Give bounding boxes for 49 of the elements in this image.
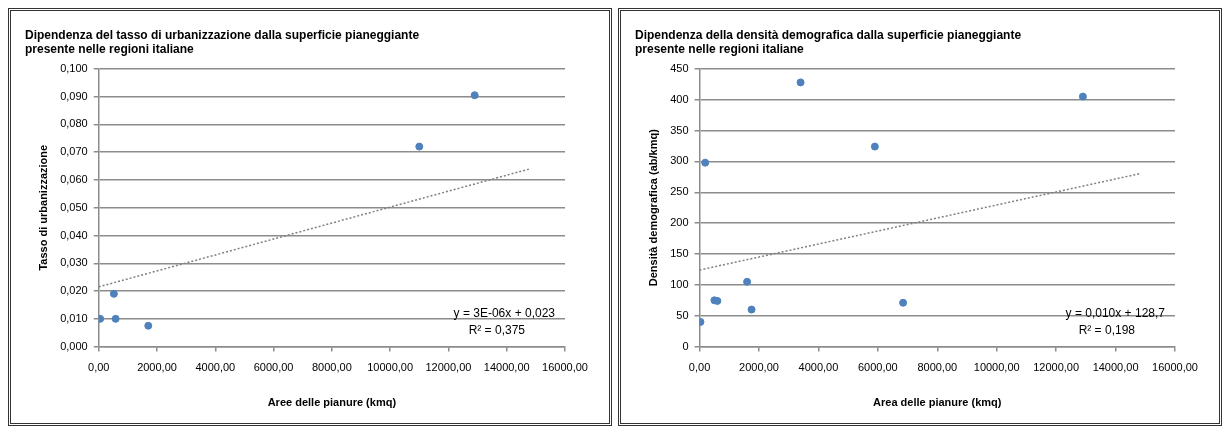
y-tick-label: 0,000 (60, 339, 88, 352)
x-tick-label: 6000,00 (253, 361, 294, 374)
x-tick-label: 4000,00 (195, 361, 236, 374)
y-tick-label: 0,080 (60, 117, 88, 130)
y-tick-label: 0,090 (60, 89, 88, 102)
y-tick-label: 0,040 (60, 228, 88, 241)
chart-title: Dipendenza del tasso di urbanizzazione dalla superficie pianeggiante presente nelle regioni italiane (25, 27, 420, 56)
x-tick-label: 0,00 (88, 361, 110, 374)
x-axis-title: Area delle pianure (kmq) (873, 396, 1002, 409)
x-tick-label: 10000,00 (973, 361, 1020, 374)
y-tick-label: 0,030 (60, 256, 88, 269)
x-tick-label: 14000,00 (483, 361, 530, 374)
x-tick-label: 12000,00 (1033, 361, 1080, 374)
y-tick-label: 50 (676, 308, 689, 321)
y-axis-title: Densità demografica (ab/kmq) (646, 128, 659, 287)
x-tick-label: 6000,00 (857, 361, 898, 374)
x-tick-label: 8000,00 (311, 361, 352, 374)
x-tick-label: 4000,00 (798, 361, 839, 374)
y-tick-label: 0,060 (60, 172, 88, 185)
y-tick-label: 300 (670, 154, 689, 167)
annotation: R² = 0,198 (1078, 322, 1136, 337)
y-tick-label: 100 (670, 277, 689, 290)
annotation: R² = 0,375 (468, 322, 526, 337)
y-tick-label: 450 (670, 61, 689, 74)
annotation: y = 3E-06x + 0,023 (453, 305, 556, 320)
y-tick-label: 150 (670, 247, 689, 260)
x-tick-label: 16000,00 (542, 361, 588, 374)
x-axis-title: Aree delle pianure (kmq) (267, 396, 397, 409)
y-tick-label: 0,100 (60, 61, 88, 74)
y-tick-label: 200 (670, 216, 689, 229)
y-tick-label: 250 (670, 185, 689, 198)
y-tick-label: 350 (670, 123, 689, 136)
x-tick-label: 12000,00 (425, 361, 472, 374)
x-tick-label: 10000,00 (367, 361, 414, 374)
y-axis-title: Tasso di urbanizzazione (36, 144, 49, 271)
x-tick-label: 16000,00 (1152, 361, 1198, 374)
y-tick-label: 0 (682, 339, 689, 352)
chart-title: Dipendenza della densità demografica dalla superficie pianeggiante presente nelle regioni italiane (635, 27, 1022, 56)
y-tick-label: 400 (670, 92, 689, 105)
y-tick-label: 0,020 (60, 284, 88, 297)
x-tick-label: 14000,00 (1092, 361, 1139, 374)
x-tick-label: 2000,00 (739, 361, 779, 374)
x-tick-label: 2000,00 (137, 361, 177, 374)
y-tick-label: 0,050 (60, 200, 88, 213)
x-tick-label: 8000,00 (917, 361, 958, 374)
y-tick-label: 0,010 (60, 311, 88, 324)
x-tick-label: 0,00 (688, 361, 711, 374)
annotation: y = 0,010x + 128,7 (1065, 305, 1166, 320)
y-tick-label: 0,070 (60, 145, 88, 158)
